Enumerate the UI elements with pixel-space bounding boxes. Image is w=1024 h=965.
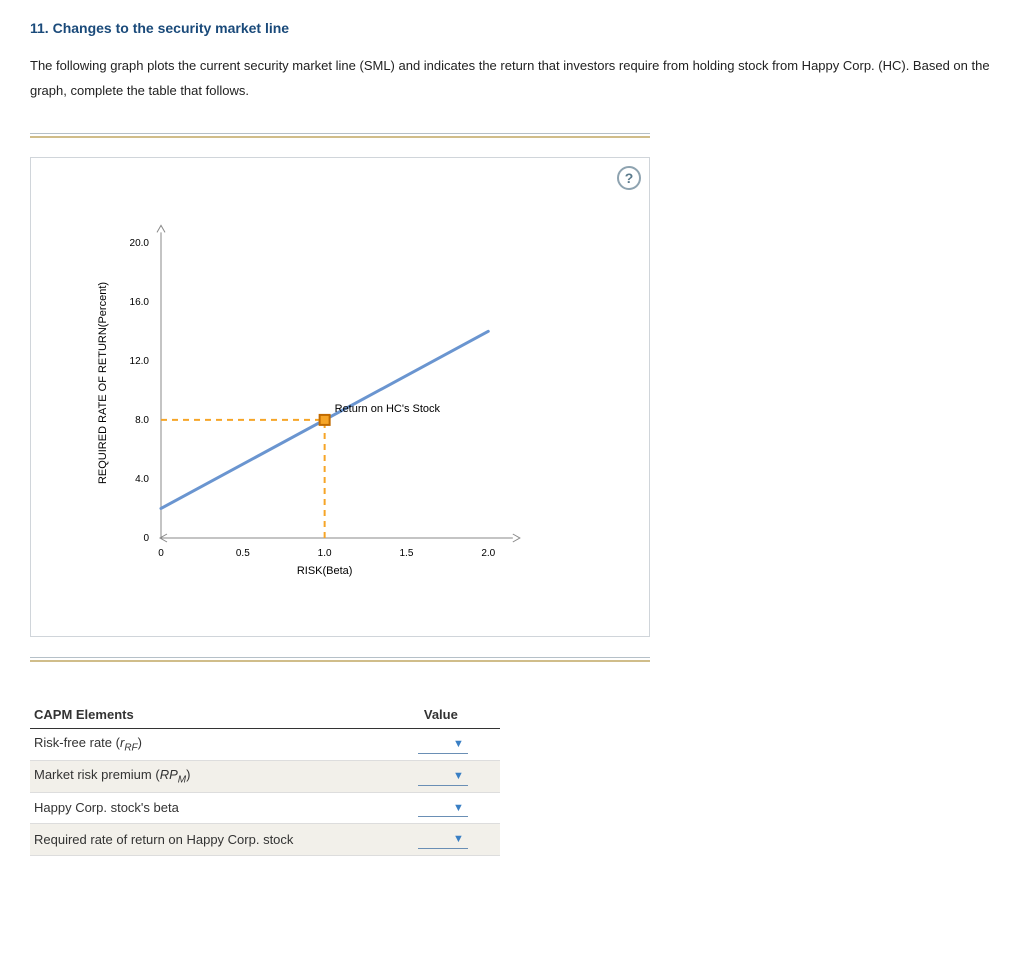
- svg-text:2.0: 2.0: [481, 548, 495, 559]
- question-heading: 11. Changes to the security market line: [30, 20, 994, 36]
- table-row: Required rate of return on Happy Corp. s…: [30, 824, 500, 856]
- capm-table: CAPM Elements Value Risk-free rate (rRF)…: [30, 701, 500, 855]
- row-value: ▼: [394, 760, 500, 792]
- row-label: Happy Corp. stock's beta: [30, 792, 394, 824]
- value-dropdown[interactable]: ▼: [418, 736, 468, 754]
- value-dropdown[interactable]: ▼: [418, 768, 468, 786]
- sml-chart: 0 4.0 8.0 12.0 16.0 20.0 0 0.5 1.0 1.5 2.0 RISK(Bet…: [61, 198, 621, 598]
- svg-text:0: 0: [143, 533, 149, 544]
- chart-panel: ? 0 4.0 8.0 12.0 16.0 20.0 0 0.5 1.0 1.5 2.0 RISK(B…: [30, 157, 650, 637]
- svg-text:RISK(Beta): RISK(Beta): [297, 565, 353, 577]
- svg-text:4.0: 4.0: [135, 474, 149, 485]
- svg-text:16.0: 16.0: [130, 297, 150, 308]
- row-label: Risk-free rate (rRF): [30, 729, 394, 761]
- row-label: Required rate of return on Happy Corp. s…: [30, 824, 394, 856]
- svg-text:12.0: 12.0: [130, 356, 150, 367]
- table-row: Risk-free rate (rRF) ▼: [30, 729, 500, 761]
- row-value: ▼: [394, 824, 500, 856]
- capm-table-wrap: CAPM Elements Value Risk-free rate (rRF)…: [30, 701, 500, 855]
- col-value: Value: [394, 701, 500, 729]
- row-value: ▼: [394, 792, 500, 824]
- svg-text:0.5: 0.5: [236, 548, 250, 559]
- mid-divider: [30, 657, 650, 661]
- chevron-down-icon: ▼: [453, 738, 464, 750]
- svg-text:1.5: 1.5: [400, 548, 414, 559]
- svg-text:20.0: 20.0: [130, 238, 150, 249]
- help-icon[interactable]: ?: [617, 166, 641, 190]
- intro-text: The following graph plots the current se…: [30, 54, 994, 103]
- value-dropdown[interactable]: ▼: [418, 799, 468, 817]
- chevron-down-icon: ▼: [453, 802, 464, 814]
- svg-text:1.0: 1.0: [318, 548, 332, 559]
- top-divider: [30, 133, 650, 137]
- value-dropdown[interactable]: ▼: [418, 831, 468, 849]
- chevron-down-icon: ▼: [453, 833, 464, 845]
- svg-text:0: 0: [158, 548, 164, 559]
- svg-text:REQUIRED RATE OF RETURN(Percen: REQUIRED RATE OF RETURN(Percent): [97, 282, 109, 484]
- svg-text:8.0: 8.0: [135, 415, 149, 426]
- col-elements: CAPM Elements: [30, 701, 394, 729]
- table-row: Market risk premium (RPM) ▼: [30, 760, 500, 792]
- row-label: Market risk premium (RPM): [30, 760, 394, 792]
- chevron-down-icon: ▼: [453, 770, 464, 782]
- table-row: Happy Corp. stock's beta ▼: [30, 792, 500, 824]
- svg-text:Return on HC's Stock: Return on HC's Stock: [335, 403, 441, 415]
- row-value: ▼: [394, 729, 500, 761]
